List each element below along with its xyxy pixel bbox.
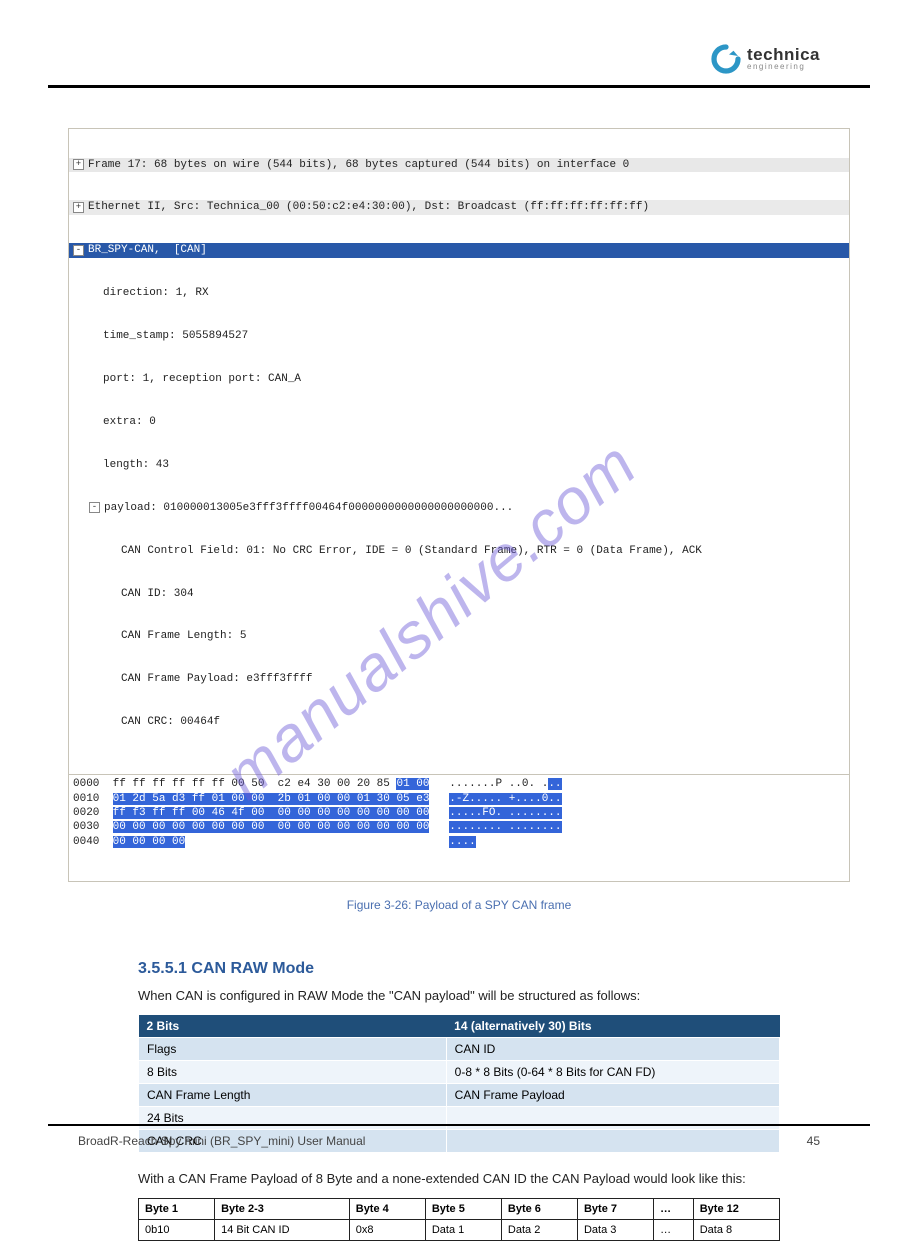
logo-sub-text: engineering bbox=[747, 63, 820, 71]
tree-sub-row[interactable]: direction: 1, RX bbox=[69, 286, 849, 300]
section-heading: CAN RAW Mode bbox=[191, 960, 314, 977]
table-cell: … bbox=[654, 1220, 694, 1241]
tree-sub-row[interactable]: length: 43 bbox=[69, 458, 849, 472]
logo-brand-text: technica bbox=[747, 46, 820, 63]
minus-icon[interactable]: - bbox=[89, 502, 100, 513]
table-cell: 0b10 bbox=[139, 1220, 215, 1241]
table-cell: Flags bbox=[139, 1038, 447, 1061]
wireshark-screenshot: +Frame 17: 68 bytes on wire (544 bits), … bbox=[68, 128, 850, 882]
table-header: Byte 6 bbox=[501, 1199, 577, 1220]
table-header: Byte 7 bbox=[577, 1199, 653, 1220]
can-bytes-table: Byte 1Byte 2-3Byte 4Byte 5Byte 6Byte 7…B… bbox=[138, 1198, 780, 1241]
table-cell: 14 Bit CAN ID bbox=[215, 1220, 350, 1241]
paragraph: When CAN is configured in RAW Mode the "… bbox=[138, 988, 780, 1003]
paragraph: With a CAN Frame Payload of 8 Byte and a… bbox=[138, 1171, 780, 1186]
minus-icon[interactable]: - bbox=[73, 245, 84, 256]
tree-row-protocol-selected[interactable]: -BR_SPY-CAN, [CAN] bbox=[69, 243, 849, 257]
table-header: Byte 4 bbox=[349, 1199, 425, 1220]
plus-icon[interactable]: + bbox=[73, 159, 84, 170]
hex-row[interactable]: 0040 00 00 00 00 .... bbox=[73, 835, 845, 849]
tree-row-frame[interactable]: +Frame 17: 68 bytes on wire (544 bits), … bbox=[69, 158, 849, 172]
page-number: 45 bbox=[807, 1134, 820, 1148]
table-header: Byte 1 bbox=[139, 1199, 215, 1220]
table-header: Byte 12 bbox=[693, 1199, 779, 1220]
table-header: 2 Bits bbox=[139, 1015, 447, 1038]
tree-sub2-row[interactable]: CAN ID: 304 bbox=[69, 587, 849, 601]
page-header: technica engineering bbox=[48, 32, 870, 88]
footer-title: BroadR-Reach Spy mini (BR_SPY_mini) User… bbox=[78, 1134, 365, 1148]
plus-icon[interactable]: + bbox=[73, 202, 84, 213]
table-cell: CAN Frame Payload bbox=[446, 1084, 779, 1107]
tree-sub-row[interactable]: time_stamp: 5055894527 bbox=[69, 329, 849, 343]
table-header: Byte 5 bbox=[425, 1199, 501, 1220]
table-cell: CAN ID bbox=[446, 1038, 779, 1061]
table-cell: Data 2 bbox=[501, 1220, 577, 1241]
page: technica engineering +Frame 17: 68 bytes… bbox=[48, 32, 870, 1241]
tree-sub2-row[interactable]: CAN Frame Length: 5 bbox=[69, 629, 849, 643]
hex-row[interactable]: 0010 01 2d 5a d3 ff 01 00 00 2b 01 00 00… bbox=[73, 792, 845, 806]
tree-sub2-row[interactable]: CAN Control Field: 01: No CRC Error, IDE… bbox=[69, 544, 849, 558]
tree-sub-row[interactable]: port: 1, reception port: CAN_A bbox=[69, 372, 849, 386]
table-cell: CAN Frame Length bbox=[139, 1084, 447, 1107]
brand-logo: technica engineering bbox=[711, 44, 820, 74]
table-cell: 0-8 * 8 Bits (0-64 * 8 Bits for CAN FD) bbox=[446, 1061, 779, 1084]
table-cell: 0x8 bbox=[349, 1220, 425, 1241]
hexdump-pane: 0000 ff ff ff ff ff ff 00 50 c2 e4 30 00… bbox=[69, 774, 849, 852]
hex-row[interactable]: 0000 ff ff ff ff ff ff 00 50 c2 e4 30 00… bbox=[73, 777, 845, 791]
swirl-icon bbox=[711, 44, 741, 74]
content-area: +Frame 17: 68 bytes on wire (544 bits), … bbox=[48, 88, 870, 920]
section-title: 3.5.5.1 CAN RAW Mode bbox=[138, 960, 870, 978]
tree-row-ethernet[interactable]: +Ethernet II, Src: Technica_00 (00:50:c2… bbox=[69, 200, 849, 214]
table-header: 14 (alternatively 30) Bits bbox=[446, 1015, 779, 1038]
tree-sub-row[interactable]: extra: 0 bbox=[69, 415, 849, 429]
section-number: 3.5.5.1 bbox=[138, 960, 187, 977]
table-cell: Data 8 bbox=[693, 1220, 779, 1241]
table-header: … bbox=[654, 1199, 694, 1220]
table-cell: 8 Bits bbox=[139, 1061, 447, 1084]
table-header: Byte 2-3 bbox=[215, 1199, 350, 1220]
tree-sub2-row[interactable]: CAN CRC: 00464f bbox=[69, 715, 849, 729]
table-cell: Data 3 bbox=[577, 1220, 653, 1241]
page-footer: BroadR-Reach Spy mini (BR_SPY_mini) User… bbox=[48, 1124, 870, 1148]
hex-row[interactable]: 0030 00 00 00 00 00 00 00 00 00 00 00 00… bbox=[73, 820, 845, 834]
table-cell: Data 1 bbox=[425, 1220, 501, 1241]
hex-row[interactable]: 0020 ff f3 ff ff 00 46 4f 00 00 00 00 00… bbox=[73, 806, 845, 820]
tree-sub2-row[interactable]: CAN Frame Payload: e3fff3ffff bbox=[69, 672, 849, 686]
tree-row-payload[interactable]: -payload: 010000013005e3fff3ffff00464f00… bbox=[69, 501, 849, 515]
figure-caption: Figure 3-26: Payload of a SPY CAN frame bbox=[68, 898, 850, 912]
